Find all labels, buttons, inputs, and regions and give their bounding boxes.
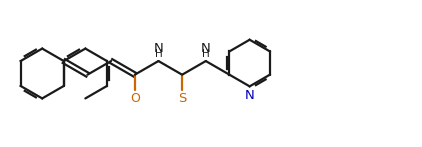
Text: N: N (201, 42, 211, 55)
Text: O: O (130, 92, 140, 105)
Text: N: N (154, 42, 163, 55)
Text: S: S (178, 92, 186, 105)
Text: H: H (202, 49, 210, 59)
Text: N: N (245, 89, 254, 102)
Text: H: H (154, 49, 162, 59)
